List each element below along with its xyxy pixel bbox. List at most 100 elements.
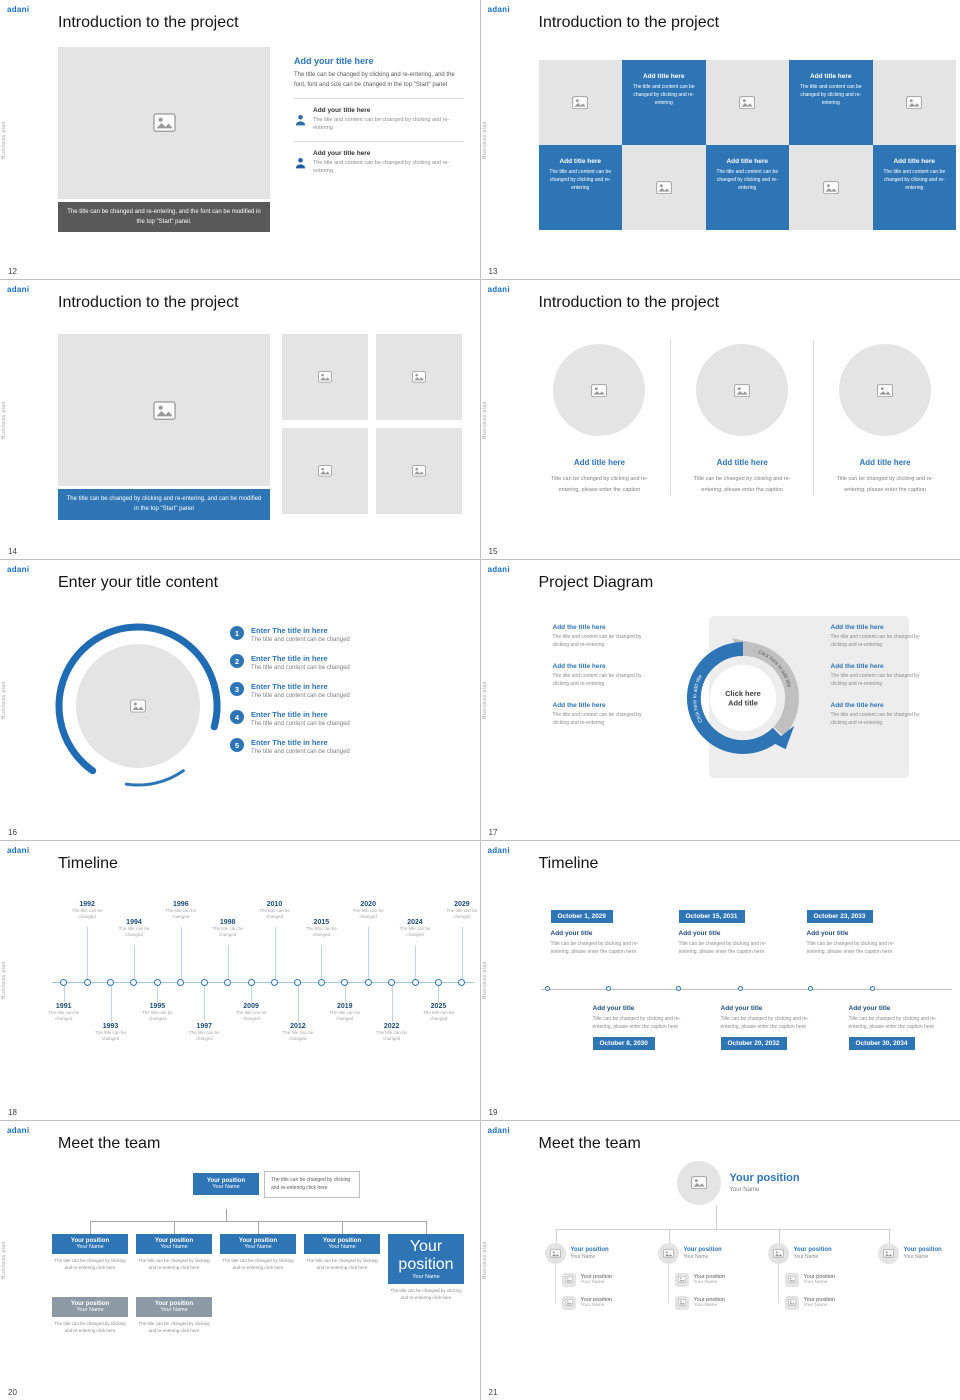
list-item: Add the title here The title and content … xyxy=(831,702,935,727)
timeline-item: 1994 The title can be changed xyxy=(119,897,149,1067)
timeline-year: 1992 xyxy=(79,900,95,908)
timeline-entry: Add your title Title can be changed by c… xyxy=(720,1005,821,1050)
adani-logo: adani xyxy=(487,845,510,855)
timeline-item: 1997 The title can be changed xyxy=(189,897,220,1067)
circular-diagram xyxy=(52,620,224,792)
slide-21[interactable]: adani Business plan Meet the team Your p… xyxy=(480,1120,960,1400)
slide-number: 20 xyxy=(8,1388,17,1397)
timeline-caption: The title can be changed xyxy=(305,925,337,937)
item-body: The title and content can be changed by … xyxy=(830,712,920,726)
slide-13[interactable]: adani Business plan Introduction to the … xyxy=(480,0,960,280)
slide-16[interactable]: adani Business plan Enter your title con… xyxy=(0,560,480,840)
date-badge: October 20, 2032 xyxy=(720,1036,787,1050)
name-label: Your Name xyxy=(793,1253,819,1260)
position-label: Your position xyxy=(322,1237,362,1244)
timeline-entry: October 15, 2031 Add your title Title ca… xyxy=(678,905,779,956)
adani-logo: adani xyxy=(7,285,30,295)
avatar xyxy=(657,1242,679,1264)
position-label: Your position xyxy=(570,1246,609,1253)
timeline-dot xyxy=(738,985,744,991)
item-number-badge: 3 xyxy=(230,682,244,697)
image-icon xyxy=(662,1248,674,1258)
org-member: Your position Your Name The title can be c… xyxy=(52,1296,128,1335)
timeline-year: 1995 xyxy=(149,1002,166,1010)
name-label: Your Name xyxy=(693,1303,718,1309)
image-placeholder xyxy=(705,60,789,145)
connector-line xyxy=(258,1220,259,1234)
avatar xyxy=(561,1295,576,1310)
slide-number: 14 xyxy=(8,547,17,557)
timeline-item: 1998 The title can be changed xyxy=(212,897,243,1067)
right-item-column: Add the title here The title and content … xyxy=(831,624,935,741)
timeline-dot xyxy=(606,985,612,991)
image-card: Add title here Title can be changed by c… xyxy=(529,340,671,495)
list-item: Add your title here The title and conten… xyxy=(294,140,464,184)
image-card: Add title here Title can be changed by c… xyxy=(670,340,813,496)
item-body: The title and content can be changed by … xyxy=(552,712,642,726)
slide-14[interactable]: adani Business plan Introduction to the … xyxy=(0,280,480,560)
name-label: Your Name xyxy=(729,1187,760,1194)
position-label: Your position xyxy=(154,1300,194,1307)
slide-18[interactable]: adani Business plan Timeline 1991 The tit… xyxy=(0,840,480,1120)
name-label: Your Name xyxy=(160,1306,188,1313)
text-cell: Add title here The title and content can … xyxy=(789,60,873,145)
side-vertical-label: Business plan xyxy=(1,681,7,719)
item-title: Enter The title in here xyxy=(251,738,328,748)
avatar xyxy=(767,1242,789,1264)
image-icon xyxy=(572,96,589,109)
avatar xyxy=(784,1295,799,1310)
entry-body: Title can be changed by clicking and re-… xyxy=(592,1015,681,1030)
image-icon xyxy=(882,1248,894,1258)
side-vertical-label: Business plan xyxy=(481,400,488,439)
slide-17[interactable]: adani Business plan Project Diagram Add … xyxy=(480,560,960,840)
timeline-caption: The title can be changed xyxy=(329,1009,361,1021)
image-icon xyxy=(787,1299,796,1307)
image-caption: The title can be changed by clicking and… xyxy=(58,489,270,520)
timeline-entry: October 1, 2029 Add your title Title can… xyxy=(550,905,651,956)
image-text-grid: Add title here The title and content can … xyxy=(538,60,956,230)
text-cell: Add title here The title and content can … xyxy=(705,145,789,230)
adani-logo: adani xyxy=(7,565,30,575)
timeline-caption: The title can be changed xyxy=(95,1029,126,1041)
image-block: The title can be changed and re-entering… xyxy=(58,47,270,233)
timeline-item: 2019 The title can be changed xyxy=(329,897,360,1067)
side-vertical-label: Business plan xyxy=(481,1241,488,1280)
image-placeholder xyxy=(622,145,706,230)
timeline-caption: The title can be changed xyxy=(188,1029,220,1041)
side-vertical-label: Business plan xyxy=(481,681,488,719)
org-member: Your position Your Name The title can be c… xyxy=(388,1233,464,1302)
image-icon xyxy=(677,1276,686,1284)
item-title: Add the title here xyxy=(830,663,884,671)
position-label: Your position xyxy=(793,1246,832,1253)
side-vertical-label: Business plan xyxy=(481,120,488,159)
position-label: Your position xyxy=(693,1297,726,1304)
card-body: Title can be changed by clicking and re-… xyxy=(551,476,648,493)
content-body: The title can be changed by clicking and… xyxy=(294,71,464,100)
position-label: Your position xyxy=(238,1237,278,1244)
cell-title: Add title here xyxy=(559,158,602,165)
timeline-year: 1994 xyxy=(126,918,142,926)
image-icon xyxy=(412,371,426,383)
image-icon xyxy=(318,465,332,477)
timeline-item: 2015 The title can be changed xyxy=(306,897,337,1067)
slide-20[interactable]: adani Business plan Meet the team Your p… xyxy=(0,1120,480,1400)
date-badge: October 30, 2034 xyxy=(848,1036,915,1050)
slide-12[interactable]: adani Business plan Introduction to the … xyxy=(0,0,480,280)
center-text-line1: Click here xyxy=(725,689,761,698)
image-icon xyxy=(412,465,426,477)
text-cell: Add title here The title and content can … xyxy=(538,145,622,230)
timeline-entry: October 23, 2033 Add your title Title ca… xyxy=(806,905,907,956)
item-title: Add the title here xyxy=(830,624,884,632)
adani-logo: adani xyxy=(487,565,510,575)
slide-number: 15 xyxy=(488,547,498,557)
entry-title: Add your title xyxy=(592,1004,635,1012)
item-body: The title and content can be changed by … xyxy=(830,673,920,687)
card-title: Add title here xyxy=(859,458,911,468)
list-item: 2 Enter The title in here The title and co… xyxy=(230,654,472,671)
cell-body: The title and content can be changed by … xyxy=(632,84,695,106)
slide-number: 21 xyxy=(488,1388,498,1397)
entry-title: Add your title xyxy=(550,929,593,937)
slide-15[interactable]: adani Business plan Introduction to the … xyxy=(480,280,960,560)
timeline-year: 2012 xyxy=(290,1022,306,1030)
slide-19[interactable]: adani Business plan Timeline October 1, … xyxy=(480,840,960,1120)
